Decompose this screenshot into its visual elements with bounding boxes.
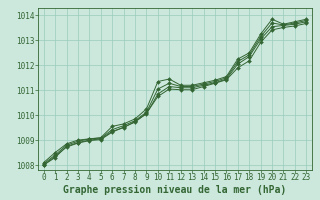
X-axis label: Graphe pression niveau de la mer (hPa): Graphe pression niveau de la mer (hPa) <box>63 185 287 195</box>
